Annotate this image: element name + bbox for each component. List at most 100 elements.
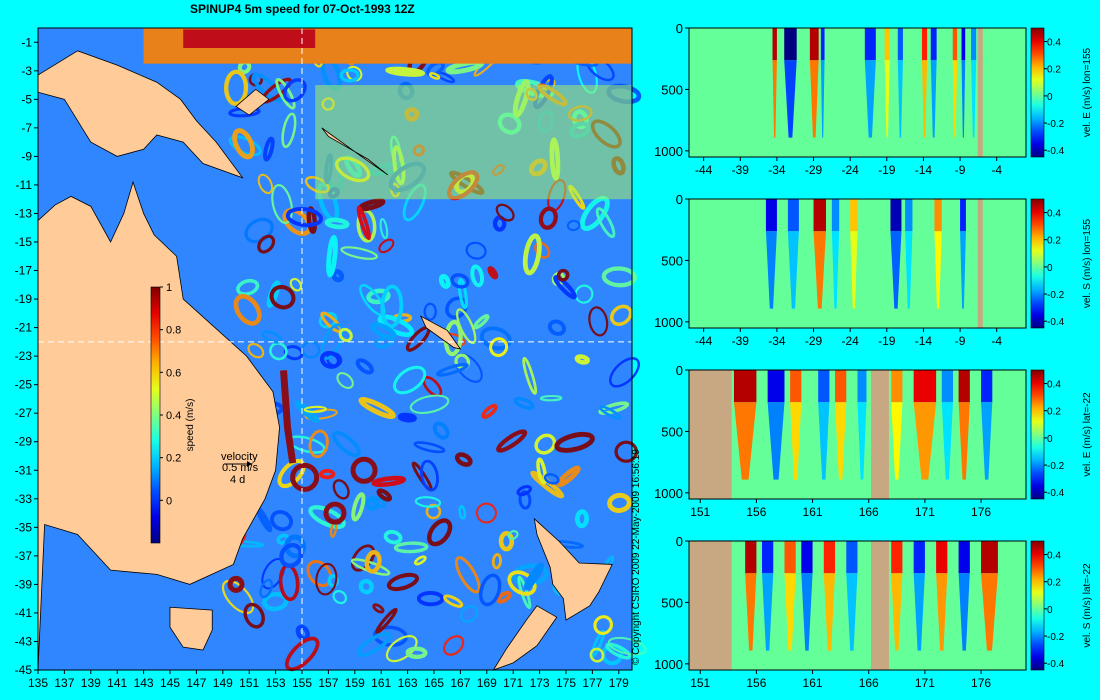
speed-eddy (303, 405, 327, 413)
speed-eddy (338, 327, 353, 343)
section-x-tick-label: -4 (991, 163, 1002, 177)
section-x-tick-label: -24 (842, 334, 860, 348)
speed-eddy (319, 350, 342, 369)
section-y-tick-label: 0 (676, 192, 683, 207)
speed-eddy (275, 77, 296, 110)
section-colorbar-tick-label: 0 (1047, 605, 1053, 616)
velocity-band-tail (891, 573, 903, 651)
speed-eddy (402, 183, 427, 222)
section-colorbar-tick-label: -0.4 (1047, 659, 1065, 670)
section-x-tick-label: -29 (805, 163, 823, 177)
speed-eddy (289, 277, 303, 292)
section-y-tick-label: 500 (661, 595, 683, 610)
section-colorbar (1030, 27, 1045, 158)
section-x-tick-label: -34 (768, 334, 786, 348)
speed-eddy (257, 234, 276, 254)
section-x-tick-label: 161 (803, 676, 823, 690)
section-colorbar (1030, 369, 1045, 500)
velocity-band-core (790, 370, 802, 403)
velocity-band-tail (864, 60, 876, 138)
speed-eddy (454, 556, 481, 594)
speed-eddy (607, 636, 647, 656)
velocity-band-core (813, 199, 826, 232)
velocity-band-core (961, 28, 966, 61)
speed-eddy (327, 574, 340, 588)
speed-eddy (308, 429, 329, 459)
speed-eddy (590, 119, 622, 149)
velocity-band-tail (733, 402, 757, 480)
section-colorbar-tick-label: -0.2 (1047, 290, 1065, 301)
x-tick-label: 149 (213, 676, 233, 690)
speed-eddy (473, 314, 490, 330)
speed-eddy (491, 164, 506, 176)
velocity-band-tail (958, 573, 970, 651)
velocity-band-core (765, 199, 777, 232)
velocity-band-tail (820, 60, 825, 138)
velocity-key-arrowhead (247, 461, 252, 467)
section-colorbar (1030, 540, 1045, 671)
velocity-band-tail (784, 573, 796, 651)
velocity-band-core (958, 370, 970, 403)
speed-eddy (271, 183, 293, 224)
velocity-band-tail (835, 402, 847, 480)
velocity-band-tail (823, 573, 836, 651)
speed-eddy (611, 156, 626, 176)
velocity-band-core (801, 541, 813, 574)
y-tick-label: -15 (15, 235, 33, 249)
section-land (977, 28, 983, 157)
speed-eddy (340, 246, 378, 260)
speed-eddy (308, 505, 346, 530)
speed-eddy (282, 208, 312, 236)
speed-eddy (336, 372, 354, 389)
speed-eddy (446, 170, 480, 201)
speed-eddy (522, 233, 542, 276)
warm-core-eddy (350, 456, 378, 484)
velocity-band-tail (772, 60, 777, 138)
speed-eddy (423, 302, 437, 321)
velocity-band-tail (913, 402, 937, 480)
speed-eddy (304, 176, 330, 194)
section-y-tick-label: 0 (676, 21, 683, 36)
speed-eddy (449, 170, 485, 196)
y-tick-label: -33 (15, 492, 33, 506)
velocity-band-core (820, 28, 825, 61)
x-tick-label: 145 (160, 676, 180, 690)
x-tick-label: 141 (107, 676, 127, 690)
speed-eddy (598, 405, 622, 420)
velocity-band-tail (941, 402, 953, 480)
speed-eddy (392, 365, 427, 395)
warm-core-eddy (323, 501, 347, 525)
y-tick-label: -7 (21, 121, 32, 135)
velocity-band-core (930, 28, 937, 61)
colorbar-tick-label: 0.6 (166, 367, 181, 379)
speed-colorbar: 0 0.2 0.4 0.6 0.8 1 speed (m/s) (150, 282, 196, 544)
section-colorbar-label: vel. E (m/s) lon=155 (1082, 47, 1093, 137)
speed-eddy (371, 475, 407, 487)
section-x-tick-label: 171 (915, 676, 935, 690)
y-tick-label: -11 (16, 178, 33, 192)
speed-eddy (388, 161, 427, 193)
section-colorbar-tick-label: 0 (1047, 434, 1053, 445)
speed-eddy (413, 555, 427, 566)
section-colorbar-tick-label: 0.4 (1047, 209, 1061, 220)
speed-eddy (457, 278, 468, 310)
speed-eddy (416, 591, 445, 607)
speed-eddy (251, 72, 284, 103)
speed-eddy (270, 510, 294, 532)
section-colorbar-tick-label: -0.4 (1047, 146, 1065, 157)
velocity-band-core (884, 28, 890, 61)
speed-eddy (607, 492, 632, 513)
speed-eddy (221, 579, 255, 615)
warm-core-eddy (290, 462, 320, 492)
speed-eddy (574, 284, 594, 304)
speed-eddy (276, 533, 290, 545)
y-tick-label: -45 (15, 663, 33, 677)
speed-eddy (454, 452, 473, 467)
section-y-tick-label: 1000 (654, 486, 683, 501)
speed-eddy (335, 156, 371, 183)
y-tick-label: -19 (15, 292, 33, 306)
x-tick-label: 161 (371, 676, 391, 690)
velocity-band-tail (934, 231, 942, 309)
y-tick-label: -37 (15, 549, 33, 563)
x-tick-label: 147 (186, 676, 206, 690)
